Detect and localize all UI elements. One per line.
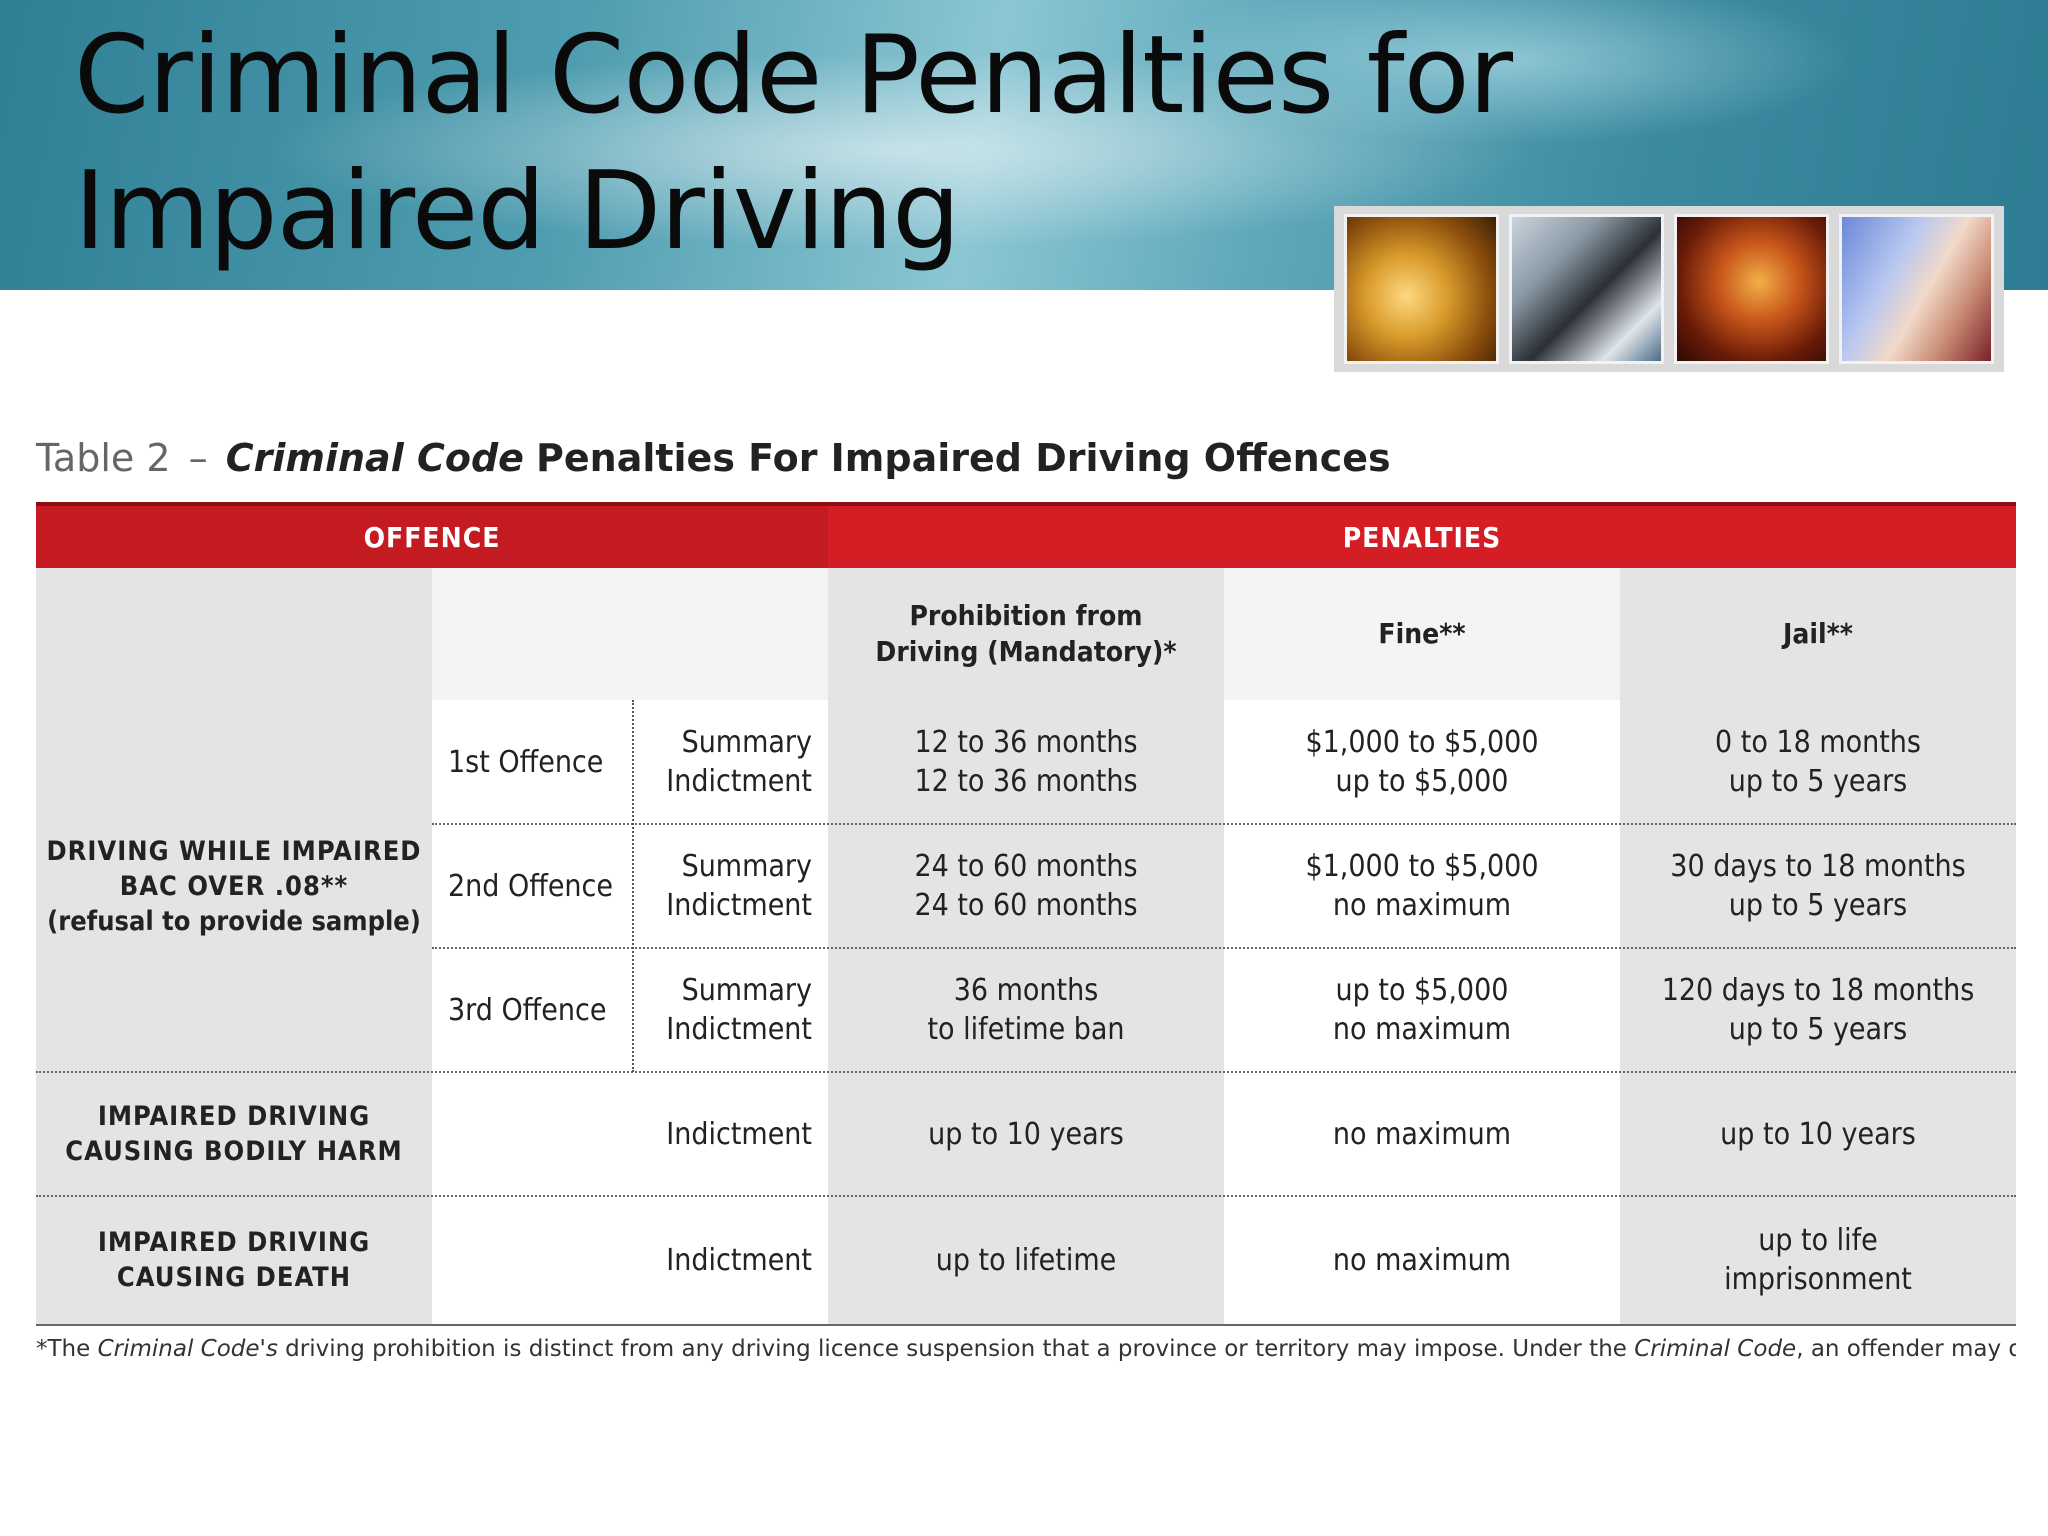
procedure-summary: Summary: [681, 973, 812, 1008]
procedure-indictment: Indictment: [666, 888, 812, 923]
prohibition-summary: 24 to 60 months: [914, 849, 1138, 884]
jail-2: 30 days to 18 months up to 5 years: [1620, 824, 2016, 948]
footnote-end: , an offender may drive: [1796, 1336, 2016, 1362]
handshake-photo: [1839, 214, 1994, 364]
dwi-name-line3: (refusal to provide sample): [47, 905, 421, 937]
fine-3: up to $5,000 no maximum: [1224, 948, 1620, 1072]
caption-dash: –: [188, 436, 208, 480]
fine-indictment: up to $5,000: [1335, 764, 1509, 799]
gavel-photo: [1674, 214, 1829, 364]
jail-death-line2: imprisonment: [1724, 1262, 1912, 1297]
procedure-1: Summary Indictment: [632, 700, 828, 824]
procedure-summary: Summary: [681, 725, 812, 760]
fine-indictment: no maximum: [1332, 1012, 1512, 1047]
subheader-empty-2: [432, 568, 828, 700]
offence-count-1: 1st Offence: [432, 700, 632, 824]
jail-death-line1: up to life: [1758, 1223, 1878, 1258]
jail-summary: 120 days to 18 months: [1661, 973, 1975, 1008]
footnote-italic-2: Criminal Code: [1634, 1336, 1797, 1362]
bodily-harm-name-line1: IMPAIRED DRIVING: [97, 1101, 371, 1132]
title-banner: Criminal Code Penalties for Impaired Dri…: [0, 0, 2048, 290]
table-bottom-rule: [36, 1324, 2016, 1326]
header-offence: OFFENCE: [36, 502, 828, 568]
offence-count-3: 3rd Offence: [432, 948, 632, 1072]
caption-rest: Penalties For Impaired Driving Offences: [536, 436, 1391, 480]
scales-of-justice-photo: [1344, 214, 1499, 364]
column-header-fine: Fine**: [1224, 568, 1620, 700]
offence-bodily-harm: IMPAIRED DRIVING CAUSING BODILY HARM: [36, 1072, 432, 1196]
prohibition-death: up to lifetime: [828, 1196, 1224, 1324]
procedure-summary: Summary: [681, 849, 812, 884]
bodily-harm-name-line2: CAUSING BODILY HARM: [65, 1136, 403, 1167]
jail-indictment: up to 5 years: [1728, 888, 1908, 923]
prohibition-summary: 36 months: [953, 973, 1099, 1008]
procedure-indictment: Indictment: [666, 764, 812, 799]
prohibition-summary: 12 to 36 months: [914, 725, 1138, 760]
fine-summary: up to $5,000: [1335, 973, 1509, 1008]
procedure-3: Summary Indictment: [632, 948, 828, 1072]
offence-driving-while-impaired: DRIVING WHILE IMPAIRED BAC OVER .08** (r…: [36, 700, 432, 1072]
dwi-name-line1: DRIVING WHILE IMPAIRED: [46, 835, 422, 867]
jail-summary: 30 days to 18 months: [1670, 849, 1966, 884]
caption-italic: Criminal Code: [225, 436, 524, 480]
table-caption: Table 2 – Criminal Code Penalties For Im…: [36, 436, 2016, 480]
business-people-photo: [1509, 214, 1664, 364]
procedure-2: Summary Indictment: [632, 824, 828, 948]
jail-indictment: up to 5 years: [1728, 1012, 1908, 1047]
death-name-line1: IMPAIRED DRIVING: [97, 1227, 371, 1258]
slide-title: Criminal Code Penalties for Impaired Dri…: [74, 13, 1513, 274]
footnote-start: *The: [36, 1336, 91, 1362]
row-divider: [432, 823, 2016, 825]
prohibition-1: 12 to 36 months 12 to 36 months: [828, 700, 1224, 824]
table-footnote: *The Criminal Code's driving prohibition…: [36, 1336, 2016, 1376]
prohibition-indictment: to lifetime ban: [927, 1012, 1125, 1047]
row-divider: [36, 1195, 2016, 1197]
fine-1: $1,000 to $5,000 up to $5,000: [1224, 700, 1620, 824]
fine-death: no maximum: [1224, 1196, 1620, 1324]
dwi-name-line2: BAC OVER .08**: [119, 870, 349, 902]
jail-bodily-harm: up to 10 years: [1620, 1072, 2016, 1196]
row-divider: [36, 1071, 2016, 1073]
fine-indictment: no maximum: [1332, 888, 1512, 923]
fine-bodily-harm: no maximum: [1224, 1072, 1620, 1196]
jail-3: 120 days to 18 months up to 5 years: [1620, 948, 2016, 1072]
offence-causing-death: IMPAIRED DRIVING CAUSING DEATH: [36, 1196, 432, 1324]
procedure-bodily-harm: Indictment: [432, 1072, 828, 1196]
column-header-prohibition: Prohibition from Driving (Mandatory)*: [828, 568, 1224, 700]
prohibition-bodily-harm: up to 10 years: [828, 1072, 1224, 1196]
header-penalties: PENALTIES: [828, 502, 2016, 568]
prohibition-indictment: 24 to 60 months: [914, 888, 1138, 923]
fine-summary: $1,000 to $5,000: [1305, 849, 1539, 884]
prohibition-3: 36 months to lifetime ban: [828, 948, 1224, 1072]
prohibition-indictment: 12 to 36 months: [914, 764, 1138, 799]
subheader-empty-1: [36, 568, 432, 700]
footnote-italic-1: Criminal Code's: [97, 1336, 278, 1362]
row-divider: [432, 947, 2016, 949]
jail-death: up to life imprisonment: [1620, 1196, 2016, 1324]
caption-prefix: Table 2: [36, 436, 171, 480]
procedure-death: Indictment: [432, 1196, 828, 1324]
column-divider: [632, 700, 634, 1072]
fine-summary: $1,000 to $5,000: [1305, 725, 1539, 760]
jail-summary: 0 to 18 months: [1715, 725, 1921, 760]
footnote-middle: driving prohibition is distinct from any…: [285, 1336, 1627, 1362]
jail-indictment: up to 5 years: [1728, 764, 1908, 799]
column-header-jail: Jail**: [1620, 568, 2016, 700]
offence-count-2: 2nd Offence: [432, 824, 632, 948]
procedure-indictment: Indictment: [666, 1012, 812, 1047]
photo-strip: [1334, 206, 2004, 372]
fine-2: $1,000 to $5,000 no maximum: [1224, 824, 1620, 948]
death-name-line2: CAUSING DEATH: [116, 1262, 352, 1293]
prohibition-2: 24 to 60 months 24 to 60 months: [828, 824, 1224, 948]
jail-1: 0 to 18 months up to 5 years: [1620, 700, 2016, 824]
